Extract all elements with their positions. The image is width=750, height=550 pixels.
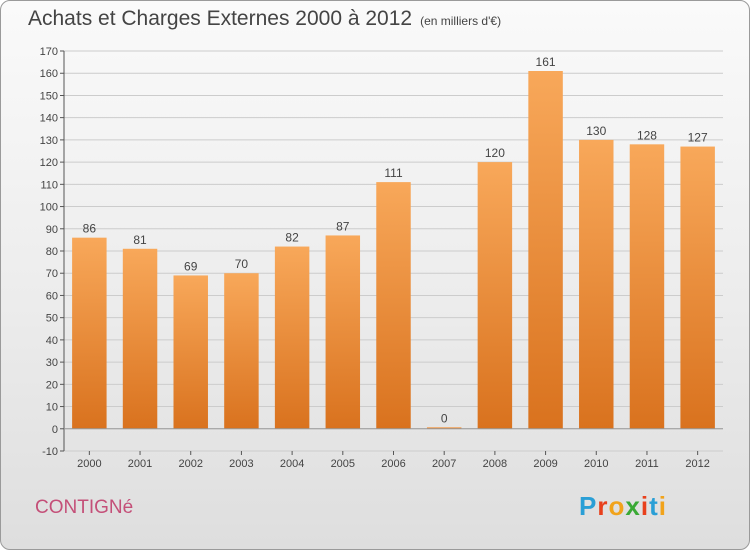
x-tick-label: 2000: [77, 458, 101, 470]
data-label-2006: 111: [384, 166, 403, 180]
y-tick-label: 140: [40, 113, 58, 125]
x-tick-label: 2012: [685, 458, 709, 470]
bar-2002: [173, 275, 208, 429]
bar-2011: [629, 144, 665, 429]
proxiti-logo: Proxiti: [579, 491, 667, 522]
x-tick-label: 2009: [533, 458, 557, 470]
data-label-2002: 69: [184, 259, 198, 273]
y-tick-label: 100: [40, 202, 58, 214]
logo-letter: P: [579, 491, 598, 521]
y-tick-label: 60: [46, 290, 58, 302]
x-tick-label: 2011: [635, 458, 659, 470]
bar-2010: [579, 139, 614, 429]
x-tick-label: 2006: [381, 458, 405, 470]
bar-2004: [274, 246, 310, 429]
axes: -10 0 10 20 30 40 50 60 70 80 90 100 110 120 130 140 150…: [40, 46, 723, 470]
bar-2003: [224, 273, 259, 429]
y-tick-label: 10: [46, 402, 58, 414]
y-tick-label: 130: [40, 135, 58, 147]
y-tick-label: 20: [46, 379, 58, 391]
logo-letter: t: [649, 491, 659, 521]
y-tick-label: 150: [40, 90, 58, 102]
commune-name: CONTIGNé: [35, 497, 134, 518]
bar-2012: [680, 146, 715, 429]
logo-letter: x: [625, 491, 641, 521]
x-tick-label: 2001: [128, 458, 152, 470]
chart-unit-label: (en milliers d'€): [420, 14, 502, 28]
x-tick-label: 2003: [229, 458, 253, 470]
data-label-2000: 86: [83, 222, 97, 236]
bar-2008: [477, 162, 513, 429]
bar-2001: [122, 248, 158, 429]
y-tick-label: 80: [46, 246, 58, 258]
y-tick-label: 30: [46, 357, 58, 369]
x-tick-label: 2005: [331, 458, 355, 470]
y-tick-label: 0: [52, 424, 58, 436]
bars: 86 81 69 70 82 87 111 0 120 161 130 128 127: [72, 55, 715, 429]
data-label-2009: 161: [536, 55, 556, 69]
bar-2005: [325, 235, 361, 429]
x-tick-label: 2007: [432, 458, 456, 470]
y-tick-label: 110: [40, 179, 58, 191]
logo-letter: i: [658, 491, 667, 521]
data-label-2010: 130: [586, 124, 606, 138]
bar-2009: [528, 71, 563, 429]
x-tick-label: 2004: [280, 458, 304, 470]
y-tick-label: 50: [46, 313, 58, 325]
x-tick-label: 2002: [178, 458, 202, 470]
y-tick-label: 160: [40, 68, 58, 80]
y-tick-label: 40: [46, 335, 58, 347]
data-label-2007: 0: [441, 411, 448, 425]
logo-letter: r: [597, 491, 609, 521]
logo-letter: i: [640, 491, 650, 521]
data-label-2008: 120: [485, 146, 505, 160]
y-tick-label: 120: [40, 157, 58, 169]
chart-title-block: Achats et Charges Externes 2000 à 2012 (e…: [28, 7, 501, 31]
data-label-2012: 127: [688, 131, 708, 145]
bar-2000: [72, 237, 107, 429]
y-tick-label: 70: [46, 268, 58, 280]
data-label-2003: 70: [235, 257, 249, 271]
data-label-2011: 128: [637, 128, 657, 142]
y-tick-label: 90: [46, 224, 58, 236]
y-tick-label: 170: [40, 46, 58, 58]
data-label-2005: 87: [336, 219, 350, 233]
data-label-2004: 82: [285, 231, 299, 245]
y-tick-label: -10: [42, 446, 58, 458]
bar-2007: [426, 427, 462, 429]
bar-2006: [376, 182, 411, 429]
logo-letter: o: [608, 491, 626, 521]
x-tick-label: 2008: [483, 458, 507, 470]
data-label-2001: 81: [133, 233, 147, 247]
x-tick-label: 2010: [584, 458, 608, 470]
chart-title: Achats et Charges Externes 2000 à 2012: [28, 7, 413, 30]
